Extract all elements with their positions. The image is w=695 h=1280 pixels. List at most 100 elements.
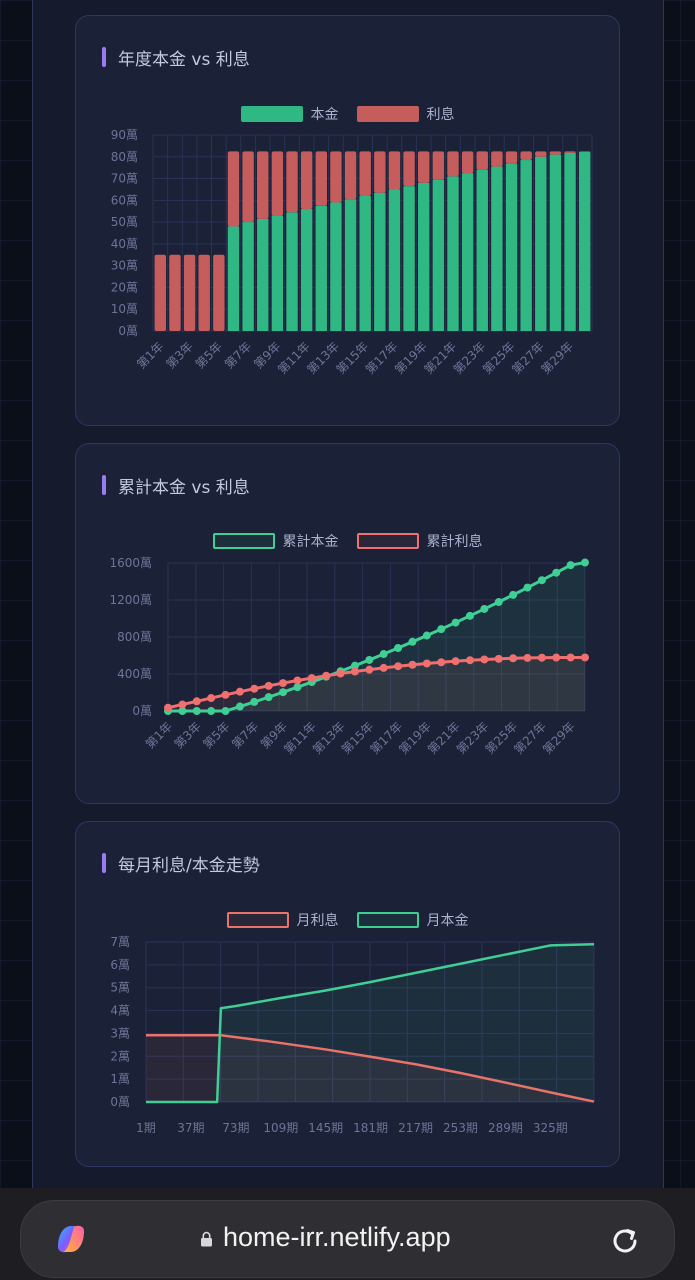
cumulative-chart-card: 累計本金 vs 利息 累計本金 累計利息 0萬 400萬 800萬 1200萬 1600…	[75, 443, 620, 804]
bar-interest	[374, 151, 386, 193]
copilot-icon[interactable]	[52, 1220, 90, 1258]
legend-item-monthly-principal[interactable]: 月本金	[356, 910, 469, 930]
cumulative-chart-title: 累計本金 vs 利息	[118, 477, 250, 498]
y-tick-label: 1200萬	[109, 593, 152, 607]
title-accent-bar	[102, 47, 106, 67]
data-point	[350, 661, 359, 670]
data-point	[566, 561, 575, 570]
data-point	[480, 604, 489, 613]
data-point	[264, 693, 273, 702]
y-tick-label: 0萬	[118, 324, 138, 338]
card-title: 每月利息/本金走勢	[102, 852, 260, 876]
data-point	[509, 590, 518, 599]
x-tick-label: 第11年	[275, 339, 313, 377]
bar-principal	[564, 152, 576, 331]
y-tick-label: 0萬	[110, 1095, 130, 1109]
data-point	[164, 703, 172, 712]
legend-item-cum-interest[interactable]: 累計利息	[356, 531, 483, 551]
y-tick-label: 400萬	[117, 667, 152, 681]
legend-label: 累計本金	[282, 534, 339, 550]
x-tick-label: 第15年	[334, 339, 372, 377]
bar-interest	[227, 151, 240, 227]
x-tick-label: 第1年	[134, 339, 166, 371]
bar-interest	[432, 151, 445, 180]
bar-principal	[447, 176, 459, 331]
legend-label: 月本金	[426, 913, 469, 929]
annual-chart-legend: 本金 利息	[76, 104, 619, 124]
legend-item-principal[interactable]: 本金	[240, 104, 339, 124]
x-tick-label: 第7年	[222, 339, 254, 371]
y-tick-label: 1600萬	[109, 556, 152, 570]
bar-interest	[476, 151, 488, 170]
legend-label: 利息	[426, 107, 455, 123]
legend-label: 累計利息	[426, 534, 483, 550]
bar-principal	[432, 179, 445, 331]
data-point	[192, 697, 201, 706]
x-tick-label: 第17年	[363, 339, 401, 377]
x-tick-label: 145期	[308, 1121, 343, 1135]
annual-bar-chart: 0萬 10萬 20萬 30萬 40萬 50萬 60萬 70萬 80萬 90萬第1年第3年第5年第7…	[111, 128, 593, 377]
bar-interest	[359, 151, 371, 196]
data-point	[408, 660, 417, 669]
address-bar[interactable]	[20, 1200, 675, 1278]
bar-interest	[271, 151, 284, 216]
legend-item-cum-principal[interactable]: 累計本金	[212, 531, 339, 551]
data-point	[465, 611, 474, 620]
monthly-chart-card: 每月利息/本金走勢 月利息 月本金 0萬 1萬 2萬 3萬 4萬 5萬 6萬 7萬 1期 37期 7…	[75, 821, 620, 1167]
reload-icon[interactable]	[606, 1222, 644, 1260]
legend-swatch	[356, 106, 419, 122]
bar-principal	[578, 151, 591, 331]
y-tick-label: 40萬	[111, 237, 138, 251]
bar-principal	[476, 169, 488, 331]
data-point	[221, 690, 230, 699]
bar-principal	[461, 173, 474, 331]
bar-interest	[535, 151, 547, 157]
bar-principal	[374, 192, 386, 331]
title-accent-bar	[102, 853, 106, 873]
bar-interest	[418, 151, 430, 183]
annual-chart-card: 年度本金 vs 利息 本金 利息 0萬 10萬 20萬 30萬 40萬 50萬 60萬 70萬…	[75, 15, 620, 426]
data-point	[422, 631, 431, 640]
bar-interest	[242, 151, 254, 223]
bar-interest	[388, 151, 401, 190]
data-point	[566, 653, 575, 662]
series-line	[146, 943, 595, 1104]
x-tick-label: 第1年	[143, 719, 175, 751]
data-point	[350, 667, 359, 676]
bar-interest	[505, 151, 518, 164]
cumulative-chart-legend: 累計本金 累計利息	[76, 531, 619, 551]
bar-interest	[344, 151, 357, 200]
y-tick-label: 70萬	[111, 172, 138, 186]
bar-interest	[213, 254, 225, 331]
data-point	[581, 558, 589, 567]
data-point	[509, 654, 518, 663]
series-area	[146, 944, 594, 1102]
x-tick-label: 325期	[533, 1121, 568, 1135]
x-tick-label: 第25年	[480, 339, 518, 377]
bar-principal	[271, 215, 284, 331]
x-tick-label: 第5年	[193, 339, 225, 371]
data-point	[408, 637, 417, 646]
monthly-line-chart: 0萬 1萬 2萬 3萬 4萬 5萬 6萬 7萬 1期 37期 73期 109期 145期 181期 217期…	[110, 935, 595, 1135]
legend-label: 本金	[310, 107, 339, 123]
lock-icon	[201, 1231, 212, 1247]
data-point	[394, 662, 403, 671]
bar-interest	[198, 254, 210, 331]
card-title: 累計本金 vs 利息	[102, 474, 250, 498]
y-tick-label: 30萬	[111, 259, 138, 273]
url-text[interactable]: home-irr.netlify.app	[223, 1222, 451, 1252]
x-tick-label: 253期	[443, 1121, 478, 1135]
bar-interest	[403, 151, 415, 187]
monthly-chart-title: 每月利息/本金走勢	[118, 855, 260, 876]
y-tick-label: 1萬	[110, 1072, 130, 1086]
legend-item-monthly-interest[interactable]: 月利息	[226, 910, 339, 930]
data-point	[207, 707, 216, 715]
y-tick-label: 3萬	[110, 1026, 130, 1040]
data-point	[494, 654, 503, 663]
data-point	[552, 653, 561, 662]
data-point	[293, 683, 302, 692]
y-tick-label: 800萬	[117, 630, 152, 644]
legend-item-interest[interactable]: 利息	[356, 104, 455, 124]
bar-interest	[154, 254, 167, 331]
legend-swatch	[356, 533, 419, 549]
